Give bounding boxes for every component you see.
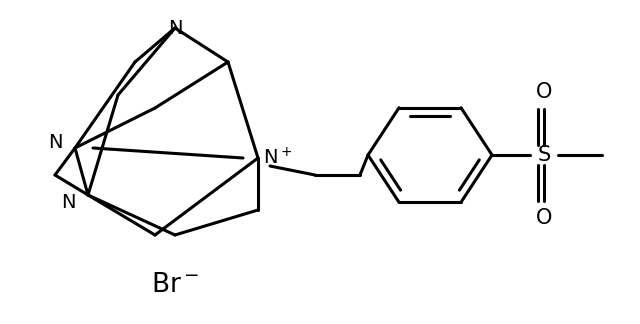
Text: N: N — [61, 193, 76, 213]
Text: O: O — [536, 208, 552, 228]
Text: O: O — [536, 82, 552, 102]
Text: N: N — [168, 18, 182, 38]
Text: N: N — [48, 133, 62, 153]
Text: N$^+$: N$^+$ — [263, 147, 292, 169]
Text: S: S — [538, 145, 550, 165]
Text: Br$^-$: Br$^-$ — [151, 272, 199, 298]
